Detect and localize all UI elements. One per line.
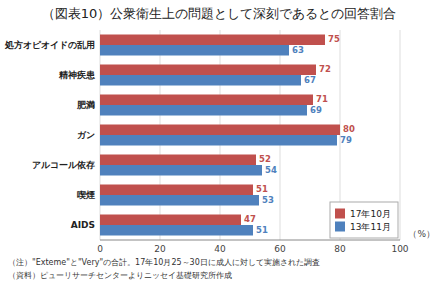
data-label: 51	[256, 184, 268, 194]
bar	[100, 155, 256, 166]
y-tick-label: 処方オピオイドの乱用	[4, 40, 95, 50]
legend-label: 17年10月	[350, 209, 391, 219]
bar	[100, 215, 241, 226]
legend-swatch	[335, 222, 345, 232]
bar	[100, 45, 289, 56]
x-tick-label: 100	[391, 244, 408, 254]
legend-frame	[330, 202, 398, 238]
bar	[100, 225, 253, 236]
data-label: 80	[343, 124, 355, 134]
x-tick-label: 80	[334, 244, 346, 254]
bar	[100, 65, 316, 76]
data-label: 51	[256, 225, 268, 235]
y-tick-label: 肥満	[76, 100, 95, 110]
grid-line	[400, 30, 401, 240]
data-label: 71	[316, 94, 328, 104]
data-label: 67	[304, 75, 316, 85]
bar	[100, 195, 259, 206]
data-label: 47	[244, 214, 256, 224]
data-label: 75	[328, 34, 340, 44]
bar	[100, 165, 262, 176]
bar	[100, 75, 301, 86]
y-tick-label: ガン	[77, 130, 95, 140]
x-tick-label: 40	[214, 244, 226, 254]
data-label: 69	[310, 105, 322, 115]
bar	[100, 35, 325, 46]
bar	[100, 185, 253, 196]
data-label: 72	[319, 64, 331, 74]
note: （資料）ピューリサーチセンターよりニッセイ基礎研究所作成	[8, 271, 232, 280]
y-tick-label: AIDS	[71, 220, 95, 230]
legend: 17年10月 13年11月	[330, 202, 398, 238]
note: （注）"Exteme"と"Very"の合計。17年10月25～30日に成人に対し…	[8, 258, 320, 267]
data-label: 79	[340, 135, 352, 145]
data-label: 52	[259, 154, 271, 164]
y-tick-label: 精神疾患	[58, 70, 96, 80]
x-axis-label: （%）	[408, 229, 435, 239]
legend-label: 13年11月	[350, 222, 391, 232]
y-tick-label: アルコール依存	[32, 160, 95, 170]
bar	[100, 135, 337, 146]
x-tick-label: 20	[154, 244, 166, 254]
bar	[100, 105, 307, 116]
legend-swatch	[335, 209, 345, 219]
bar	[100, 125, 340, 136]
data-label: 63	[292, 45, 304, 55]
chart: （図表10）公衆衛生上の問題として深刻であるとの回答割合 0 20 40 60 80 100…	[0, 0, 438, 282]
y-tick-label: 喫煙	[77, 190, 95, 200]
bar	[100, 95, 313, 106]
data-label: 53	[262, 195, 274, 205]
grid	[100, 30, 400, 240]
title: （図表10）公衆衛生上の問題として深刻であるとの回答割合	[42, 6, 397, 21]
bars	[100, 35, 340, 236]
x-axis	[100, 240, 400, 241]
x-tick-label: 60	[274, 244, 286, 254]
data-label: 54	[265, 165, 277, 175]
x-tick-label: 0	[97, 244, 103, 254]
